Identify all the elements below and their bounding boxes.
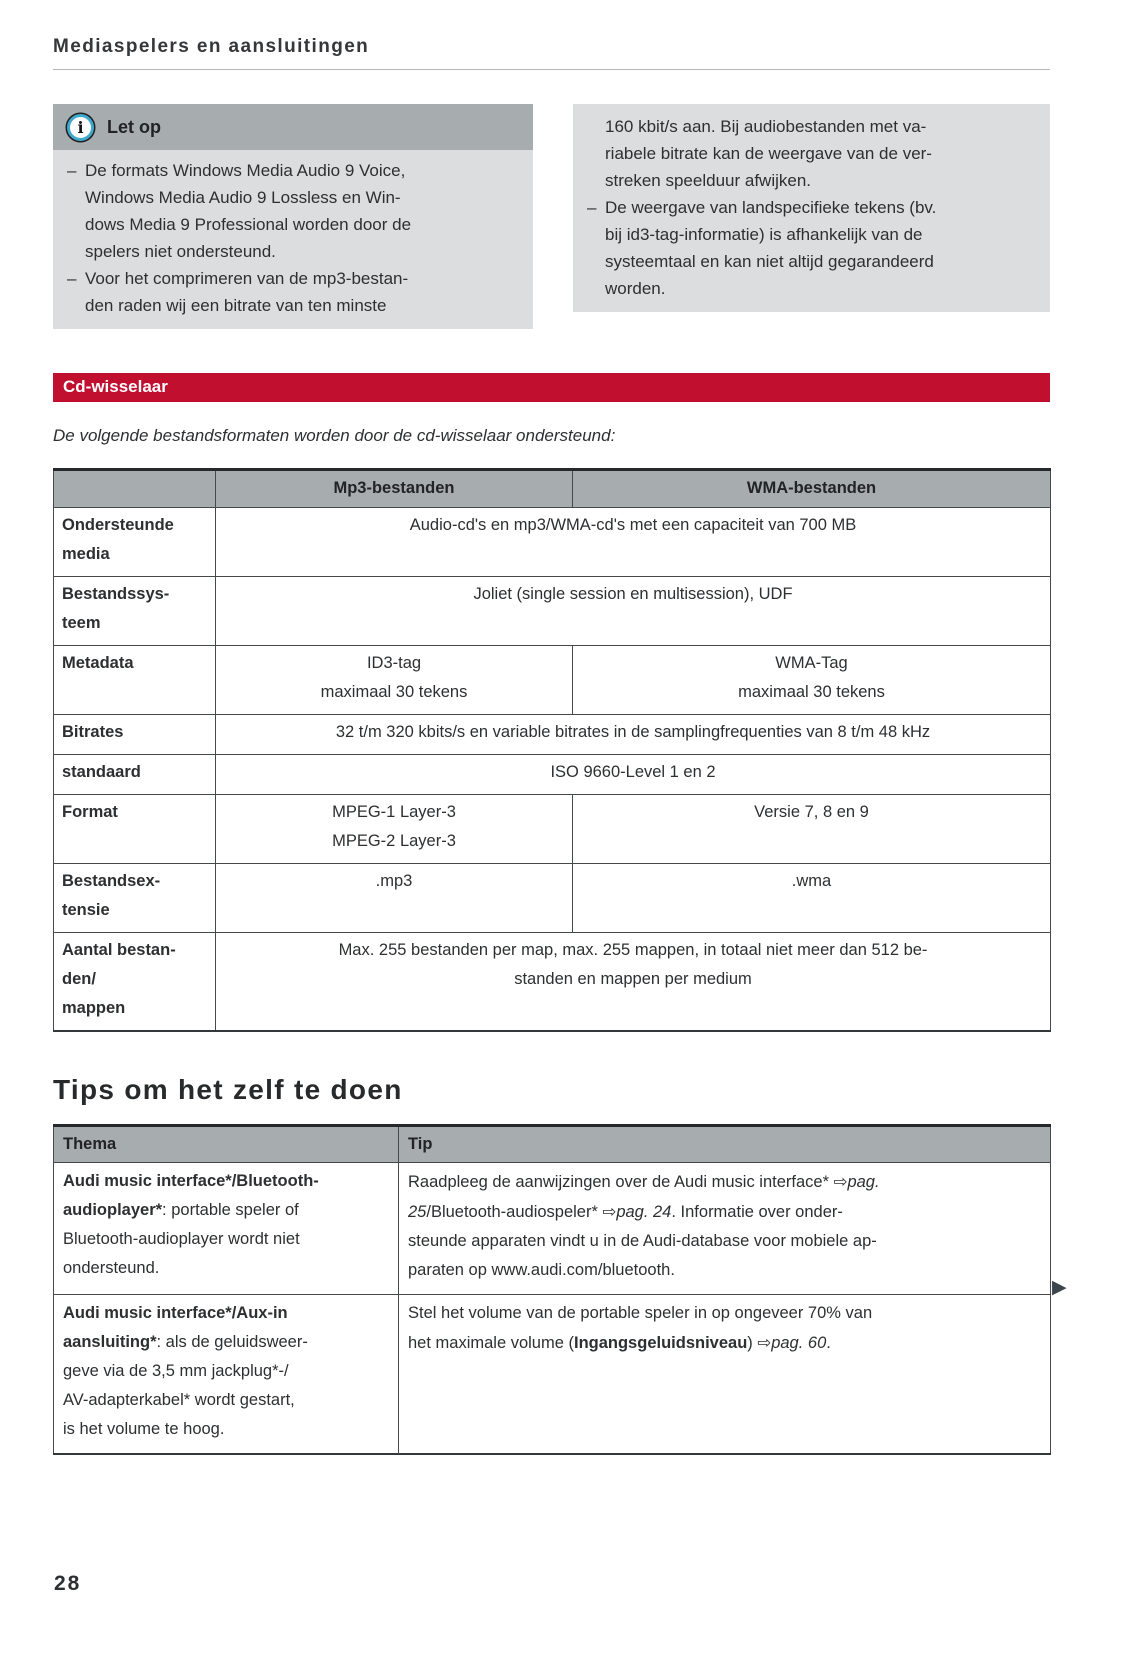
table-row: Metadata ID3-tag maximaal 30 tekens WMA-… bbox=[53, 645, 1051, 715]
tips-table: Thema Tip Audi music interface*/Bluetoot… bbox=[53, 1124, 1051, 1455]
row-label: Metadata bbox=[53, 645, 216, 715]
table-row: Ondersteunde media Audio-cd's en mp3/WMA… bbox=[53, 507, 1051, 577]
note-body: – De formats Windows Media Audio 9 Voice… bbox=[53, 150, 533, 329]
row-value-wma: WMA-Tag maximaal 30 tekens bbox=[572, 645, 1051, 715]
tip-text: ) bbox=[747, 1334, 758, 1352]
table-row: Aantal bestan- den/ mappen Max. 255 best… bbox=[53, 932, 1051, 1032]
note-item-text: De weergave van landspecifieke tekens (b… bbox=[605, 198, 937, 298]
info-icon: i bbox=[67, 113, 94, 141]
dash-bullet: – bbox=[587, 198, 597, 217]
header-cell-mp3: Mp3-bestanden bbox=[215, 469, 573, 508]
note-title: Let op bbox=[107, 116, 161, 137]
row-value-mp3: MPEG-1 Layer-3 MPEG-2 Layer-3 bbox=[215, 794, 573, 864]
table-row: Format MPEG-1 Layer-3 MPEG-2 Layer-3 Ver… bbox=[53, 794, 1051, 864]
page-reference-arrow-icon: ⇨ bbox=[602, 1202, 617, 1221]
tip-text: Stel het volume van de portable speler i… bbox=[408, 1304, 873, 1352]
page-title: Mediaspelers en aansluitingen bbox=[53, 36, 1050, 70]
table-header-row: Thema Tip bbox=[53, 1125, 1051, 1163]
header-cell-empty bbox=[53, 469, 216, 508]
row-value: Audio-cd's en mp3/WMA-cd's met een capac… bbox=[215, 507, 1051, 577]
row-label: Aantal bestan- den/ mappen bbox=[53, 932, 216, 1032]
table-header-row: Mp3-bestanden WMA-bestanden bbox=[53, 469, 1051, 508]
continuation-arrow-icon: ▶ bbox=[1052, 1276, 1067, 1298]
note-box: i Let op – De formats Windows Media Audi… bbox=[53, 104, 533, 329]
thema-cell: Audi music interface*/Aux-in aansluiting… bbox=[53, 1294, 399, 1455]
table-row: Bitrates 32 t/m 320 kbits/s en variable … bbox=[53, 714, 1051, 755]
thema-cell: Audi music interface*/Bluetooth- audiopl… bbox=[53, 1162, 399, 1295]
header-cell-wma: WMA-bestanden bbox=[572, 469, 1051, 508]
page-reference-arrow-icon: ⇨ bbox=[757, 1333, 772, 1352]
note-box-continuation: 160 kbit/s aan. Bij audiobestanden met v… bbox=[573, 104, 1050, 312]
section-header-cd-wisselaar: Cd-wisselaar bbox=[53, 373, 1050, 402]
table-row: Bestandsex- tensie .mp3 .wma bbox=[53, 863, 1051, 933]
note-item-text: De formats Windows Media Audio 9 Voice, … bbox=[85, 161, 412, 261]
row-label: Bestandsex- tensie bbox=[53, 863, 216, 933]
tip-text: Raadpleeg de aanwijzingen over de Audi m… bbox=[408, 1173, 834, 1191]
row-label: Format bbox=[53, 794, 216, 864]
table-row: Bestandssys- teem Joliet (single session… bbox=[53, 576, 1051, 646]
page-number: 28 bbox=[54, 1572, 82, 1595]
tip-text: . bbox=[826, 1334, 831, 1352]
tip-cell: Raadpleeg de aanwijzingen over de Audi m… bbox=[398, 1162, 1051, 1295]
note-list-item: – De weergave van landspecifieke tekens … bbox=[587, 194, 1036, 302]
row-value-wma: Versie 7, 8 en 9 bbox=[572, 794, 1051, 864]
row-label: Bestandssys- teem bbox=[53, 576, 216, 646]
dash-bullet: – bbox=[67, 161, 77, 180]
row-value: Max. 255 bestanden per map, max. 255 map… bbox=[215, 932, 1051, 1032]
note-list-item: – De formats Windows Media Audio 9 Voice… bbox=[67, 157, 519, 265]
tip-text: /Bluetooth-audiospeler* bbox=[426, 1203, 603, 1221]
page-reference: pag. 25 bbox=[408, 1173, 880, 1221]
note-continuation-text: 160 kbit/s aan. Bij audiobestanden met v… bbox=[605, 117, 932, 190]
dash-bullet: – bbox=[67, 269, 77, 288]
tips-section-heading: Tips om het zelf te doen bbox=[53, 1074, 403, 1105]
page-reference: pag. 60 bbox=[771, 1334, 827, 1352]
thema-description: : portable speler of Bluetooth-audioplay… bbox=[63, 1201, 300, 1277]
row-label: Bitrates bbox=[53, 714, 216, 755]
row-value-mp3: ID3-tag maximaal 30 tekens bbox=[215, 645, 573, 715]
section-intro-text: De volgende bestandsformaten worden door… bbox=[53, 426, 616, 445]
table-row: standaard ISO 9660-Level 1 en 2 bbox=[53, 754, 1051, 795]
row-value: 32 t/m 320 kbits/s en variable bitrates … bbox=[215, 714, 1051, 755]
note-list-item: – Voor het comprimeren van de mp3-bestan… bbox=[67, 265, 519, 319]
page-reference-arrow-icon: ⇨ bbox=[833, 1172, 848, 1191]
thema-term: Audi music interface*/Aux-in aansluiting… bbox=[63, 1304, 288, 1351]
page-reference: pag. 24 bbox=[616, 1203, 672, 1221]
row-value: Joliet (single session en multisession),… bbox=[215, 576, 1051, 646]
table-row: Audi music interface*/Bluetooth- audiopl… bbox=[53, 1162, 1051, 1295]
header-cell-thema: Thema bbox=[53, 1125, 399, 1163]
note-titlebar: i Let op bbox=[53, 104, 533, 150]
table-row: Audi music interface*/Aux-in aansluiting… bbox=[53, 1294, 1051, 1455]
row-label: standaard bbox=[53, 754, 216, 795]
note-columns: i Let op – De formats Windows Media Audi… bbox=[53, 104, 1050, 329]
note-item-text: Voor het comprimeren van de mp3-bestan- … bbox=[85, 269, 409, 315]
row-value: ISO 9660-Level 1 en 2 bbox=[215, 754, 1051, 795]
tip-text: . Informatie over onder- steunde apparat… bbox=[408, 1203, 877, 1279]
cd-formats-table: Mp3-bestanden WMA-bestanden Ondersteunde… bbox=[53, 468, 1051, 1032]
row-label: Ondersteunde media bbox=[53, 507, 216, 577]
row-value-wma: .wma bbox=[572, 863, 1051, 933]
thema-term: Audi music interface*/Bluetooth- audiopl… bbox=[63, 1172, 319, 1219]
row-value-mp3: .mp3 bbox=[215, 863, 573, 933]
header-cell-tip: Tip bbox=[398, 1125, 1051, 1163]
page-content: Mediaspelers en aansluitingen i Let op –… bbox=[53, 0, 1051, 1455]
thema-description: : als de geluidsweer- geve via de 3,5 mm… bbox=[63, 1333, 308, 1438]
tip-menu-term: Ingangsgeluidsniveau bbox=[573, 1334, 748, 1352]
tip-cell: Stel het volume van de portable speler i… bbox=[398, 1294, 1051, 1455]
